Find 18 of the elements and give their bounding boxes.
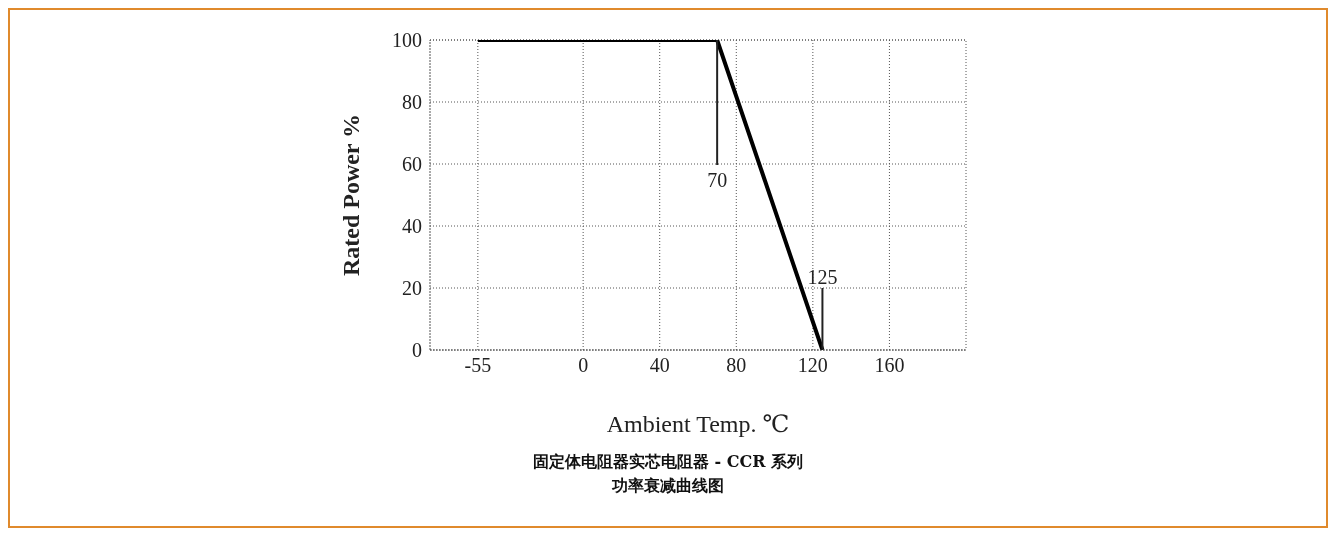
x-axis-title: Ambient Temp. ℃ xyxy=(606,411,790,437)
x-tick-label: 40 xyxy=(649,354,670,377)
x-tick-label: 120 xyxy=(797,354,828,377)
text: 功率衰减曲线图 xyxy=(611,475,725,497)
x-tick-label: 80 xyxy=(726,354,747,377)
annotation: 125 xyxy=(807,266,838,288)
x-tick-label: 160 xyxy=(874,354,905,377)
annotation: 70 xyxy=(707,169,728,191)
y-axis-title: Rated Power % xyxy=(337,113,364,277)
y-tick-label: 40 xyxy=(402,215,422,238)
text: 固定体电阻器实芯电阻器 - CCR 系列 xyxy=(531,451,805,473)
x-tick-label: -55 xyxy=(464,354,492,377)
y-tick-label: 80 xyxy=(402,91,422,114)
y-tick-label: 20 xyxy=(402,277,422,300)
y-tick-label: 60 xyxy=(402,153,422,176)
y-tick-label: 0 xyxy=(412,339,422,362)
y-tick-label: 100 xyxy=(392,29,422,52)
x-tick-label: 0 xyxy=(578,354,589,377)
